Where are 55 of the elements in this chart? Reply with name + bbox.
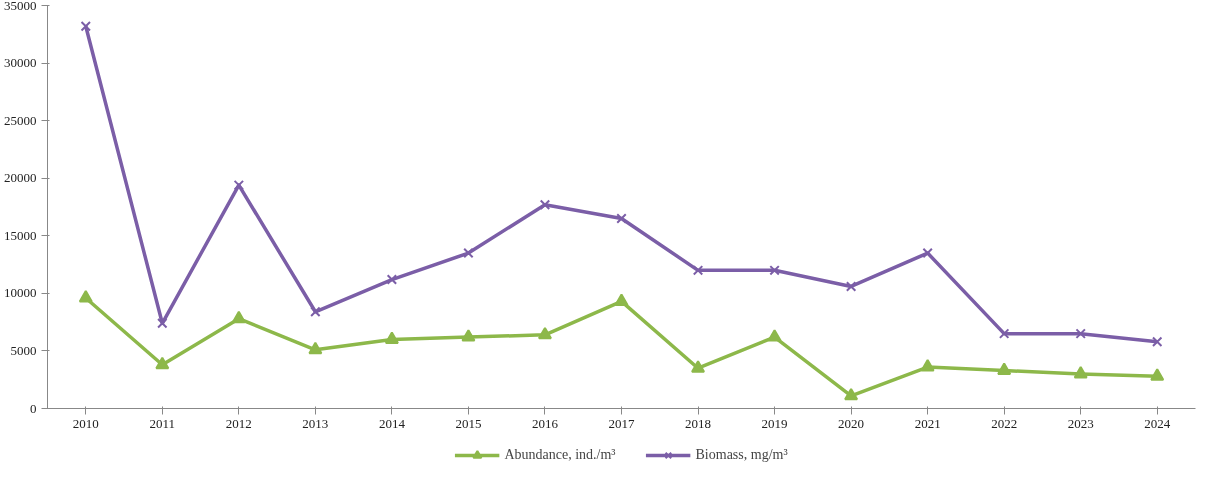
point [233, 179, 245, 191]
x-tick-label: 2012 [225, 415, 252, 431]
x-tick-label: 2016 [531, 415, 559, 431]
point [384, 331, 399, 344]
point [920, 359, 935, 372]
point [537, 326, 552, 340]
x-tick-label: 2011 [149, 415, 176, 431]
x-tick-label: 2014 [378, 415, 406, 431]
x-tick-label: 2024 [1144, 415, 1171, 431]
point [998, 328, 1010, 339]
legend-label: Biomass, mg/m³ [695, 447, 788, 463]
point [691, 360, 706, 373]
point [157, 318, 168, 329]
y-tick-label: 25000 [4, 112, 37, 128]
legend-label: Abundance, ind./m³ [504, 447, 616, 463]
point [844, 387, 859, 401]
point [539, 199, 551, 210]
y-tick-label: 20000 [4, 170, 37, 186]
x-tick-label: 2013 [302, 415, 329, 431]
x-tick-label: 2015 [455, 415, 482, 431]
point [308, 341, 323, 355]
y-tick-label: 30000 [4, 55, 37, 71]
point [310, 306, 321, 318]
y-tick-label: 35000 [4, 0, 37, 13]
point [614, 293, 629, 306]
y-tick-label: 0 [30, 400, 37, 416]
point [461, 329, 476, 342]
point [231, 310, 246, 324]
x-tick-label: 2021 [914, 415, 941, 431]
x-tick-label: 2018 [685, 415, 712, 431]
x-tick-label: 2023 [1067, 415, 1094, 431]
point [922, 247, 933, 259]
point [1073, 366, 1088, 379]
y-tick-label: 15000 [4, 227, 37, 243]
point [616, 213, 627, 224]
point [1151, 336, 1163, 347]
point [845, 281, 857, 292]
x-tick-label: 2020 [838, 415, 865, 431]
point [997, 362, 1012, 375]
point [767, 329, 782, 342]
x-tick-label: 2019 [761, 415, 788, 431]
x-tick-label: 2010 [72, 415, 99, 431]
point [1075, 328, 1086, 339]
point [386, 274, 398, 285]
point [692, 265, 704, 276]
y-tick-label: 10000 [4, 285, 37, 301]
point [1150, 368, 1165, 381]
x-tick-label: 2017 [608, 415, 635, 431]
y-tick-label: 5000 [10, 342, 37, 358]
x-tick-label: 2022 [991, 415, 1018, 431]
point [155, 356, 170, 370]
point [463, 247, 474, 259]
point [769, 265, 780, 276]
point [78, 290, 93, 303]
point [80, 20, 92, 32]
